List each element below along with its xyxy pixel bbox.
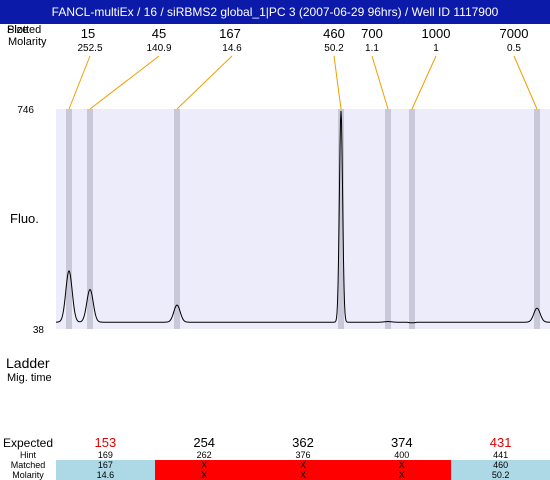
match-status-cell: [352, 460, 452, 480]
expected-cell: 362: [292, 435, 314, 450]
window-title: FANCL-multiEx / 16 / siRBMS2 global_1|PC…: [0, 0, 550, 24]
match-status-cell: [451, 460, 550, 480]
peak-band: [87, 109, 93, 329]
plot-area: [56, 109, 550, 329]
marker-size-label: 15: [81, 26, 95, 41]
marker-leader-line: [333, 55, 342, 110]
molarity-cell: X: [299, 470, 306, 480]
fluorescence-trace: [55, 110, 550, 324]
matched-cell: 167: [97, 460, 113, 470]
size-label-a: Size: [7, 24, 29, 36]
matched-cell: 460: [493, 460, 509, 470]
hint-cell: 400: [394, 450, 410, 460]
size-label-b: Plotted: [7, 24, 42, 36]
marker-size-label: 460: [323, 26, 345, 41]
marker-size-label: 1000: [422, 26, 451, 41]
y-tick-max: 746: [17, 105, 34, 116]
molarity-cell: X: [398, 470, 405, 480]
marker-leader-line: [513, 55, 538, 110]
expected-cell: 153: [94, 435, 117, 450]
expected-cell: 374: [390, 435, 413, 450]
marker-molarity-label: 1: [433, 43, 439, 54]
y-tick-min: 38: [33, 325, 45, 336]
marker-size-label: 700: [361, 26, 383, 41]
peak-band: [338, 109, 344, 329]
electropherogram-chart: 746 38 15 252.5 45 140.9 167 14.6 460 50.2 700 1.1 1…: [17, 26, 550, 336]
marker-leader-line: [176, 55, 233, 110]
expected-table: Expected Hint Matched Molarity 153 169 167 14.6…: [0, 436, 550, 480]
matched-cell: X: [398, 460, 405, 470]
marker-size-label: 167: [219, 26, 241, 41]
ladder-label: Ladder: [6, 355, 50, 371]
peak-band: [409, 109, 415, 329]
hint-cell: 169: [97, 450, 113, 460]
expected-cell: 431: [489, 435, 512, 450]
marker-molarity-label: 252.5: [77, 43, 102, 54]
molarity-row-label: Molarity: [12, 470, 44, 480]
peak-band: [174, 109, 180, 329]
marker-molarity-label: 14.6: [222, 43, 242, 54]
hint-row-label: Hint: [19, 450, 36, 460]
hint-cell: 262: [196, 450, 212, 460]
marker-leader-line: [89, 55, 160, 110]
marker-molarity-label: 140.9: [146, 43, 171, 54]
marker-leader-line: [411, 55, 437, 110]
peak-band: [66, 109, 72, 329]
marker-molarity-label: 0.5: [507, 43, 521, 54]
molarity-cell: 14.6: [96, 470, 115, 480]
expected-cell: 254: [193, 435, 216, 450]
match-status-cell: [253, 460, 353, 480]
hint-cell: 441: [493, 450, 509, 460]
peak-band: [534, 109, 540, 329]
mig-time-label: Mig. time: [7, 372, 52, 384]
peak-band: [385, 109, 391, 329]
marker-leader-line: [371, 55, 389, 110]
fluo-label: Fluo.: [10, 211, 39, 226]
marker-size-label: 45: [152, 26, 166, 41]
molarity-cell: 50.2: [491, 470, 510, 480]
match-status-cell: [56, 460, 156, 480]
hint-cell: 376: [295, 450, 311, 460]
matched-row-label: Matched: [10, 460, 46, 470]
marker-molarity-label: 50.2: [324, 43, 344, 54]
matched-cell: X: [201, 460, 208, 470]
marker-size-label: 7000: [500, 26, 529, 41]
marker-molarity-label: 1.1: [365, 43, 379, 54]
molarity-cell: X: [201, 470, 208, 480]
molarity-label: Molarity: [8, 36, 47, 48]
marker-leader-line: [68, 55, 91, 110]
matched-cell: X: [299, 460, 306, 470]
expected-row-label: Expected: [2, 436, 54, 450]
match-status-cell: [154, 460, 255, 480]
